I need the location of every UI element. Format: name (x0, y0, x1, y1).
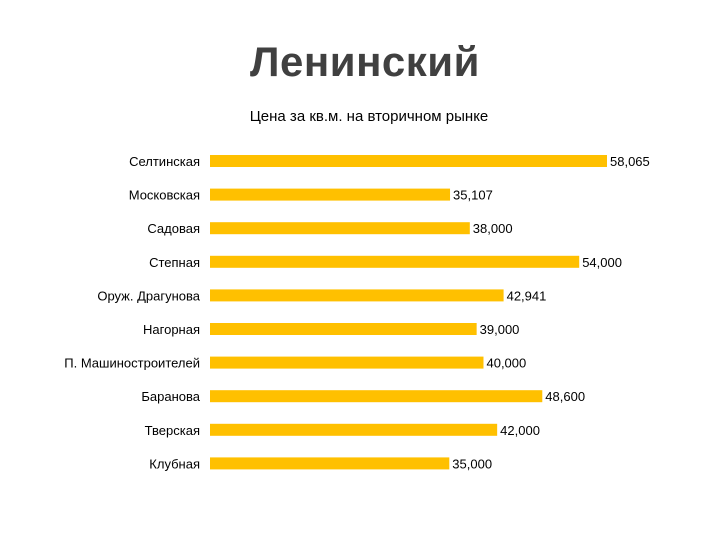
category-label: П. Машиностроителей (64, 356, 200, 371)
bar (210, 323, 477, 335)
bar (210, 289, 504, 302)
category-label: Садовая (147, 221, 200, 236)
bar (210, 188, 451, 201)
value-label: 58,065 (610, 154, 650, 169)
value-label: 42,941 (507, 288, 547, 303)
bar (210, 457, 450, 470)
value-label: 39,000 (480, 322, 520, 337)
bar (210, 390, 543, 403)
category-label: Нагорная (143, 322, 200, 337)
bar (210, 356, 484, 369)
value-label: 42,000 (500, 423, 540, 438)
bar (210, 423, 498, 436)
category-label: Московская (129, 188, 200, 203)
value-label: 35,000 (452, 456, 492, 471)
value-label: 54,000 (582, 255, 622, 270)
chart-title: Цена за кв.м. на вторичном рынке (250, 108, 489, 125)
bar (210, 222, 470, 235)
category-label: Степная (149, 255, 200, 270)
category-label: Клубная (149, 456, 200, 471)
category-label: Тверская (145, 423, 200, 438)
value-label: 35,107 (453, 188, 493, 203)
value-label: 40,000 (486, 356, 526, 371)
bar (210, 155, 607, 167)
value-label: 48,600 (545, 389, 585, 404)
value-label: 38,000 (473, 221, 513, 236)
bar (210, 255, 580, 268)
category-label: Оруж. Драгунова (97, 288, 200, 303)
category-label: Селтинская (129, 154, 200, 169)
bars-group: Селтинская 58,065 Московская 35,107 Садовая 3… (64, 154, 650, 471)
slide-title: Ленинский (250, 38, 480, 85)
category-label: Баранова (141, 389, 200, 404)
